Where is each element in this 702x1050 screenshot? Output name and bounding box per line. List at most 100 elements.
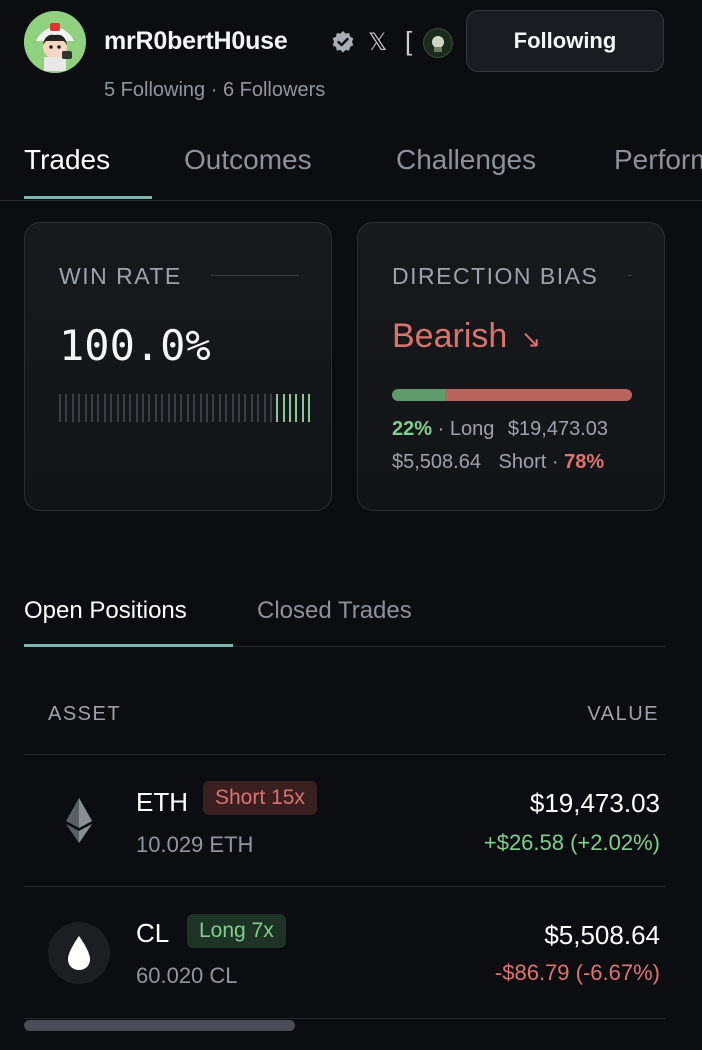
direction-bias-card: DIRECTION BIAS Bearish ↘ 22% · Long $19,… — [357, 222, 665, 511]
win-rate-tick — [65, 394, 68, 422]
bias-bar — [392, 389, 632, 401]
win-rate-tick — [199, 394, 202, 422]
position-pnl: -$86.79 (-6.67%) — [494, 960, 660, 985]
win-rate-tick — [193, 394, 196, 422]
win-rate-tick — [205, 394, 208, 422]
win-rate-tick — [244, 394, 247, 422]
win-rate-tick — [212, 394, 215, 422]
tab-outcomes[interactable]: Outcomes — [184, 144, 312, 175]
win-rate-tick — [295, 394, 298, 422]
row-divider — [24, 1018, 666, 1019]
table-row[interactable]: CL Long 7x 60.020 CL $5,508.64 -$86.79 (… — [24, 900, 666, 1010]
win-rate-tick-bar — [59, 394, 315, 422]
following-count[interactable]: 5 Following — [104, 79, 206, 101]
win-rate-tick — [225, 394, 228, 422]
win-rate-tick — [180, 394, 183, 422]
win-rate-value: 100.0% — [59, 321, 211, 370]
tab-trades[interactable]: Trades — [24, 144, 111, 175]
asset-quantity: 10.029 ETH — [136, 832, 254, 857]
win-rate-tick — [142, 394, 145, 422]
column-header-value[interactable]: VALUE — [587, 703, 659, 725]
short-value: $5,508.64 — [392, 451, 481, 473]
bias-bar-short — [444, 389, 632, 401]
linked-avatar-icon[interactable] — [423, 28, 453, 58]
long-percent: 22% — [392, 418, 433, 440]
long-value: $19,473.03 — [507, 418, 608, 440]
win-rate-tick — [263, 394, 266, 422]
dot-separator: · — [437, 418, 445, 440]
stats-separator: · — [210, 79, 218, 101]
asset-quantity: 60.020 CL — [136, 963, 238, 988]
table-row[interactable]: ETH Short 15x 10.029 ETH $19,473.03 +$26… — [24, 770, 666, 874]
verified-badge-icon — [331, 30, 355, 54]
win-rate-tick — [129, 394, 132, 422]
follow-stats: 5 Following · 6 Followers — [104, 79, 325, 102]
active-tab-indicator — [24, 196, 152, 199]
tab-closed-trades[interactable]: Closed Trades — [257, 597, 412, 624]
short-label: Short — [498, 451, 547, 473]
win-rate-tick — [186, 394, 189, 422]
oil-drop-icon — [48, 922, 110, 984]
direction-bias-label-line — [628, 275, 632, 276]
profile-username[interactable]: mrR0bertH0use — [104, 27, 288, 55]
column-header-asset[interactable]: ASSET — [48, 703, 122, 725]
win-rate-label: WIN RATE — [59, 263, 182, 289]
tabs-divider — [0, 200, 702, 201]
win-rate-tick — [167, 394, 170, 422]
tab-challenges[interactable]: Challenges — [396, 144, 537, 175]
win-rate-card: WIN RATE 100.0% — [24, 222, 332, 511]
horizontal-scrollbar[interactable] — [24, 1020, 295, 1031]
followers-count[interactable]: 6 Followers — [222, 79, 326, 101]
bias-text: Bearish — [392, 317, 508, 355]
position-badge: Short 15x — [203, 781, 317, 815]
bias-long-line: 22% · Long $19,473.03 — [392, 418, 608, 441]
bracket-text: [ — [405, 26, 413, 56]
win-rate-tick — [174, 394, 177, 422]
win-rate-tick — [84, 394, 87, 422]
win-rate-tick — [103, 394, 106, 422]
win-rate-tick — [59, 394, 61, 422]
x-logo-icon[interactable]: 𝕏 — [368, 28, 388, 56]
position-value: $19,473.03 — [529, 788, 660, 818]
short-percent: 78% — [564, 451, 605, 473]
win-rate-tick — [110, 394, 113, 422]
win-rate-tick — [135, 394, 138, 422]
win-rate-tick — [122, 394, 125, 422]
position-pnl: +$26.58 (+2.02%) — [483, 830, 660, 855]
win-rate-tick — [289, 394, 292, 422]
win-rate-tick — [116, 394, 119, 422]
win-rate-tick — [276, 394, 279, 422]
win-rate-tick — [78, 394, 81, 422]
tab-open-positions[interactable]: Open Positions — [24, 597, 187, 624]
win-rate-tick — [161, 394, 164, 422]
win-rate-tick — [97, 394, 100, 422]
bias-short-line: $5,508.64 Short · 78% — [392, 451, 604, 474]
header-divider — [24, 754, 666, 755]
profile-avatar[interactable] — [24, 11, 86, 73]
asset-name: ETH — [136, 787, 188, 817]
win-rate-tick — [308, 394, 311, 422]
active-subtab-indicator — [24, 644, 233, 647]
arrow-down-right-icon: ↘ — [520, 325, 541, 353]
long-label: Long — [449, 418, 495, 440]
win-rate-tick — [257, 394, 260, 422]
win-rate-label-line — [211, 275, 299, 276]
asset-name: CL — [136, 918, 170, 948]
tab-performance[interactable]: Perform — [614, 144, 702, 175]
subtabs-divider — [24, 646, 666, 647]
win-rate-tick — [71, 394, 74, 422]
position-value: $5,508.64 — [544, 920, 660, 950]
following-button[interactable]: Following — [466, 10, 664, 72]
win-rate-tick — [250, 394, 253, 422]
win-rate-tick — [269, 394, 272, 422]
position-badge: Long 7x — [187, 914, 286, 948]
dot-separator: · — [551, 451, 559, 473]
win-rate-tick — [282, 394, 285, 422]
win-rate-tick — [237, 394, 240, 422]
row-divider — [24, 886, 666, 887]
direction-bias-label: DIRECTION BIAS — [392, 263, 599, 289]
direction-bias-value: Bearish ↘ — [392, 317, 541, 356]
win-rate-tick — [90, 394, 93, 422]
win-rate-tick — [218, 394, 221, 422]
bias-bar-long — [392, 389, 445, 401]
